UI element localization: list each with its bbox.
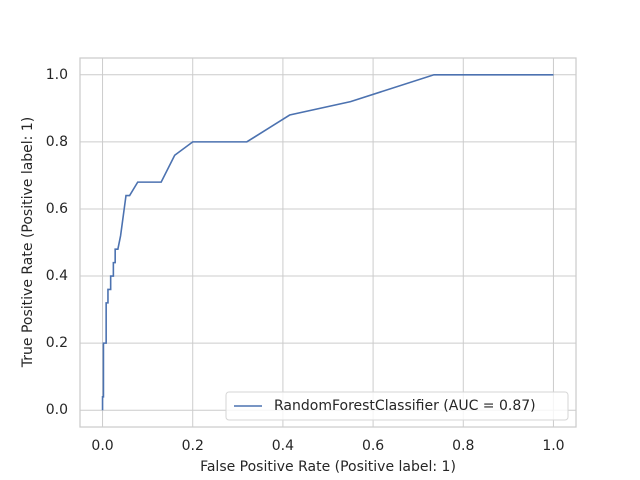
roc-curve	[101, 73, 554, 411]
y-tick-label: 0.4	[46, 268, 68, 284]
y-axis-label: True Positive Rate (Positive label: 1)	[20, 117, 36, 368]
y-tick-label: 0.2	[46, 335, 68, 351]
y-tick-label: 0.6	[46, 201, 68, 217]
y-tick-label: 1.0	[46, 67, 68, 83]
x-tick-label: 1.0	[542, 438, 564, 454]
x-tick-label: 0.4	[272, 438, 294, 454]
x-tick-label: 0.0	[91, 438, 113, 454]
x-tick-label: 0.2	[182, 438, 204, 454]
legend-label: RandomForestClassifier (AUC = 0.87)	[274, 398, 536, 414]
plot-area	[80, 58, 576, 427]
x-tick-label: 0.8	[452, 438, 474, 454]
y-tick-label: 0.0	[46, 402, 68, 418]
x-axis-label: False Positive Rate (Positive label: 1)	[200, 459, 456, 475]
y-tick-label: 0.8	[46, 134, 68, 150]
x-tick-label: 0.6	[362, 438, 384, 454]
legend-box	[225, 391, 569, 421]
axes-frame	[79, 57, 577, 428]
